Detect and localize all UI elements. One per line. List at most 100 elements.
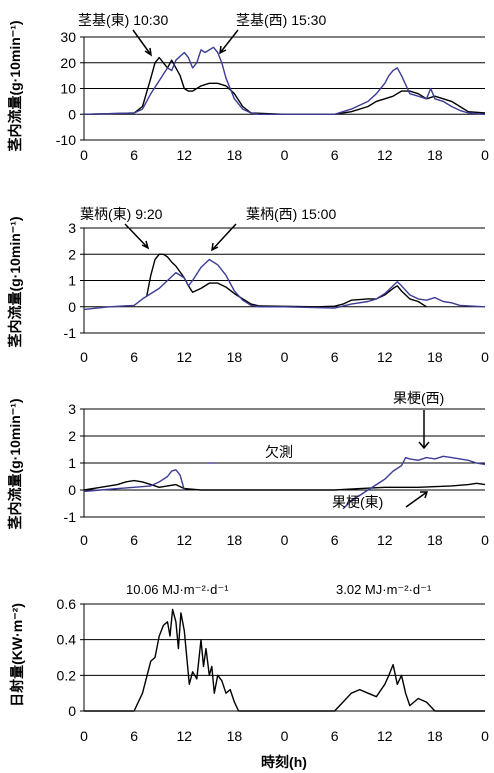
y-tick-label: -1 (64, 509, 77, 525)
y-tick-label: 1 (68, 273, 76, 289)
x-tick-label: 18 (227, 728, 243, 744)
y-tick-label: 0 (68, 703, 76, 719)
y-tick-label: 0.4 (57, 632, 77, 648)
x-tick-label: 6 (130, 728, 138, 744)
x-tick-labels: 0 6 12 18 0 6 12 18 0 (80, 728, 489, 744)
y-tick-label: 3 (68, 220, 76, 236)
x-axis-label: 時刻(h) (261, 754, 307, 770)
y-tick-label: 2 (68, 246, 76, 262)
y-tick-label: 10 (60, 81, 76, 97)
x-tick-label: 12 (377, 147, 393, 163)
arrow-stem-east (132, 29, 152, 57)
x-tick-label: 6 (130, 349, 138, 365)
annotation-petiole-west: 葉柄(西) 15:00 (246, 206, 336, 222)
x-tick-label: 18 (427, 532, 443, 548)
y-tick-label: 0 (68, 299, 76, 315)
series-line-west (83, 258, 486, 311)
series-lines (83, 253, 486, 311)
x-tick-label: 12 (176, 147, 192, 163)
y-axis-label: 茎内流量(g·10min⁻¹) (7, 398, 23, 529)
x-tick-label: 12 (377, 349, 393, 365)
y-tick-label: 30 (60, 29, 76, 45)
annotation-missing: 欠測 (265, 444, 293, 460)
annotation-peduncle-west: 果梗(西) (393, 390, 444, 406)
arrow-peduncle-west (418, 410, 430, 450)
x-tick-label: 0 (281, 728, 289, 744)
x-tick-labels: 0 6 12 18 0 6 12 18 0 (80, 349, 489, 365)
x-tick-label: 6 (331, 349, 339, 365)
x-tick-label: 6 (130, 532, 138, 548)
annotation-radiation-day1: 10.06 MJ·m⁻²·d⁻¹ (126, 582, 229, 597)
annotation-stem-west: 茎基(西) 15:30 (236, 12, 326, 28)
series-line-west (83, 46, 486, 116)
x-tick-label: 0 (481, 349, 489, 365)
gridlines (80, 603, 485, 712)
y-tick-labels: 3 2 1 0 -1 (64, 220, 77, 341)
y-tick-labels: 3 2 1 0 -1 (64, 401, 77, 525)
gridlines (80, 408, 485, 518)
x-tick-label: 12 (176, 349, 192, 365)
series-lines (84, 608, 485, 712)
x-tick-label: 18 (427, 147, 443, 163)
x-tick-label: 0 (481, 728, 489, 744)
y-tick-label: 3 (68, 401, 76, 417)
series-line-east (83, 56, 486, 116)
x-tick-label: 0 (80, 147, 88, 163)
y-tick-label: -10 (56, 132, 76, 148)
x-tick-label: 12 (377, 532, 393, 548)
y-tick-labels: 0.6 0.4 0.2 0 (57, 596, 77, 719)
annotation-stem-east: 茎基(東) 10:30 (78, 12, 168, 28)
series-line-radiation (84, 608, 485, 712)
x-tick-label: 0 (80, 349, 88, 365)
y-tick-label: 0 (68, 106, 76, 122)
y-tick-labels: 30 20 10 0 -10 (56, 29, 76, 148)
x-tick-label: 12 (176, 728, 192, 744)
x-tick-label: 0 (481, 147, 489, 163)
x-tick-label: 12 (377, 728, 393, 744)
y-axis-label: 茎内流量(g·10min⁻¹) (7, 216, 23, 347)
arrow-petiole-west (211, 223, 237, 252)
arrow-petiole-east (124, 223, 150, 250)
x-tick-label: 18 (227, 532, 243, 548)
y-tick-label: 0.2 (57, 667, 77, 683)
chart-panel-solar-radiation: 日射量(KW·m⁻²) 0.6 0.4 0.2 0 0 6 12 18 0 6 12 18 0 10.… (9, 582, 489, 770)
gridlines (80, 227, 485, 334)
y-tick-label: 2 (68, 428, 76, 444)
x-tick-label: 18 (227, 349, 243, 365)
x-tick-label: 0 (281, 532, 289, 548)
x-tick-label: 6 (130, 147, 138, 163)
annotation-radiation-day2: 3.02 MJ·m⁻²·d⁻¹ (336, 582, 432, 597)
arrow-stem-west (219, 29, 239, 55)
y-tick-label: 20 (60, 55, 76, 71)
y-tick-label: -1 (64, 325, 77, 341)
arrow-peduncle-east (405, 491, 429, 508)
x-tick-labels: 0 6 12 18 0 6 12 18 0 (80, 532, 489, 548)
x-tick-label: 6 (331, 728, 339, 744)
x-tick-label: 18 (427, 349, 443, 365)
x-tick-label: 0 (481, 532, 489, 548)
series-lines (83, 46, 486, 116)
annotation-peduncle-east: 果梗(東) (332, 494, 383, 510)
x-tick-labels: 0 6 12 18 0 6 12 18 0 (80, 147, 489, 163)
x-tick-label: 6 (331, 532, 339, 548)
x-tick-label: 12 (176, 532, 192, 548)
gridlines (80, 36, 485, 141)
series-line-east (83, 479, 486, 491)
x-tick-label: 0 (281, 147, 289, 163)
y-tick-label: 0.6 (57, 596, 77, 612)
y-axis-label: 日射量(KW·m⁻²) (9, 603, 25, 707)
series-line-west-c (342, 455, 486, 510)
series-line-west (83, 469, 185, 493)
series-lines (83, 455, 486, 510)
x-tick-label: 18 (227, 147, 243, 163)
x-tick-label: 0 (281, 349, 289, 365)
y-tick-label: 0 (68, 482, 76, 498)
x-tick-label: 0 (80, 728, 88, 744)
y-tick-label: 1 (68, 455, 76, 471)
x-tick-label: 18 (427, 728, 443, 744)
y-axis-label: 茎内流量(g·10min⁻¹) (7, 20, 23, 151)
annotation-petiole-east: 葉柄(東) 9:20 (80, 206, 163, 222)
